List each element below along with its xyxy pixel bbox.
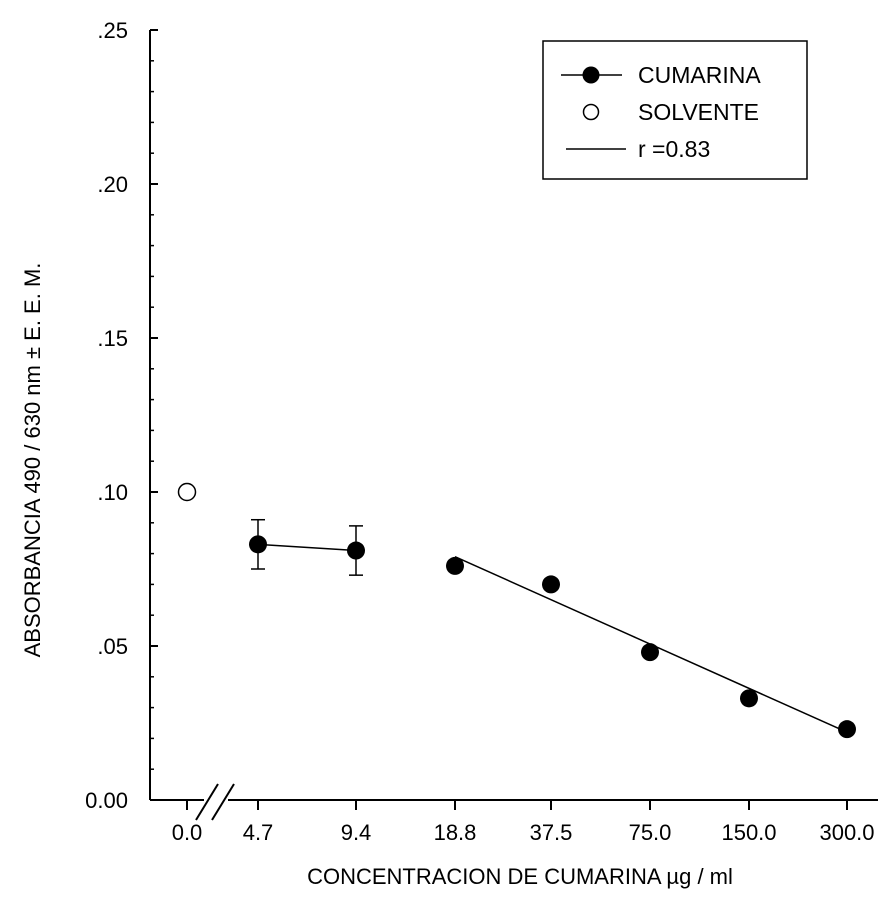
x-tick-label: 0.0 bbox=[172, 820, 203, 845]
x-tick-label: 75.0 bbox=[629, 820, 672, 845]
x-tick-label: 18.8 bbox=[434, 820, 477, 845]
y-axis-title: ABSORBANCIA 490 / 630 nm ± E. E. M. bbox=[20, 263, 45, 658]
legend-solvente-label: SOLVENTE bbox=[638, 99, 759, 125]
x-tick-label: 37.5 bbox=[530, 820, 573, 845]
x-tick-label: 300.0 bbox=[819, 820, 874, 845]
cumarina-point bbox=[542, 575, 560, 594]
legend-solvente-marker bbox=[582, 103, 600, 121]
x-tick-label: 150.0 bbox=[721, 820, 776, 845]
axis-break-mark-2 bbox=[211, 783, 235, 821]
legend-regression-label: r =0.83 bbox=[638, 136, 710, 162]
y-tick-label: .20 bbox=[97, 172, 128, 197]
solvente-point bbox=[177, 482, 197, 502]
y-tick-label: .10 bbox=[97, 480, 128, 505]
legend: CUMARINA SOLVENTE r =0.83 bbox=[542, 40, 808, 180]
legend-cumarina-marker bbox=[582, 66, 600, 84]
x-tick-labels: 0.0 4.7 9.4 18.8 37.5 75.0 150.0 300.0 bbox=[172, 820, 875, 845]
y-tick-label: 0.00 bbox=[85, 788, 128, 813]
y-tick-label: .15 bbox=[97, 326, 128, 351]
cumarina-point bbox=[347, 541, 365, 560]
cumarina-point bbox=[740, 689, 758, 708]
y-tick-label: .05 bbox=[97, 634, 128, 659]
y-tick-label: .25 bbox=[97, 18, 128, 43]
cumarina-point bbox=[641, 643, 659, 662]
x-axis-title: CONCENTRACION DE CUMARINA µg / ml bbox=[307, 864, 733, 889]
cumarina-point bbox=[446, 556, 464, 575]
legend-cumarina-label: CUMARINA bbox=[638, 62, 761, 88]
plot-lines bbox=[257, 543, 848, 733]
cumarina-point bbox=[838, 720, 856, 739]
axes-layer bbox=[149, 30, 878, 821]
x-tick-label: 9.4 bbox=[341, 820, 372, 845]
y-ticks bbox=[150, 29, 158, 801]
cumarina-point bbox=[249, 535, 267, 554]
y-tick-labels: .25 .20 .15 .10 .05 0.00 bbox=[85, 18, 128, 813]
axis-break-mark-1 bbox=[195, 783, 219, 821]
cumarina-connector-line bbox=[257, 543, 357, 552]
data-points bbox=[177, 482, 856, 739]
x-tick-label: 4.7 bbox=[243, 820, 274, 845]
x-ticks bbox=[186, 800, 848, 810]
